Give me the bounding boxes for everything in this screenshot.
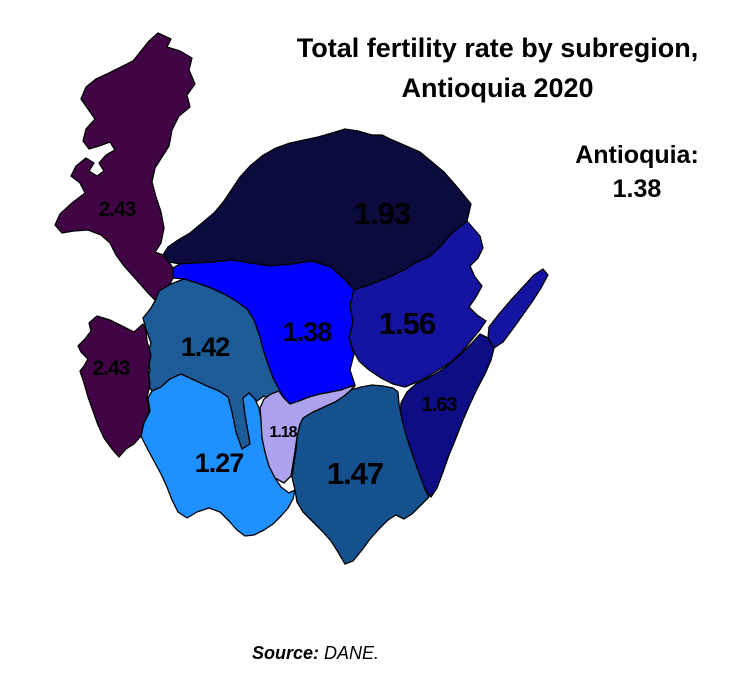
overall-value-label: Antioquia: <box>575 141 699 169</box>
map-region-west <box>77 315 152 458</box>
figure-title-line1: Total fertility rate by subregion, <box>296 33 699 63</box>
overall-value-number: 1.38 <box>612 175 662 203</box>
map-value-label-center: 1.18 <box>269 424 297 441</box>
source-label: Source: <box>252 643 320 663</box>
map-region-northwest <box>54 32 196 304</box>
overall-value-annotation: Antioquia: 1.38 <box>552 138 722 206</box>
map-region-northeast-arm <box>487 268 549 349</box>
map-value-label-west: 2.43 <box>93 357 130 380</box>
map-value-label-southeast: 1.47 <box>327 456 383 491</box>
map-value-label-west-center: 1.42 <box>181 332 230 362</box>
map-value-label-center-north: 1.38 <box>283 317 333 347</box>
map-value-label-northwest: 2.43 <box>99 198 136 221</box>
map-region-southeast <box>291 384 430 565</box>
source-note: Source: DANE. <box>252 643 379 664</box>
map-value-label-north: 1.93 <box>354 196 411 231</box>
figure-title-line2: Antioquia 2020 <box>401 73 594 103</box>
map-region-east <box>348 220 487 388</box>
figure-title: Total fertility rate by subregion, Antio… <box>270 28 725 108</box>
map-value-label-east-south: 1.63 <box>422 394 458 416</box>
source-value: DANE. <box>319 643 380 663</box>
map-value-label-east: 1.56 <box>379 306 436 341</box>
map-value-label-southwest: 1.27 <box>195 448 244 478</box>
map-region-center <box>259 385 356 484</box>
